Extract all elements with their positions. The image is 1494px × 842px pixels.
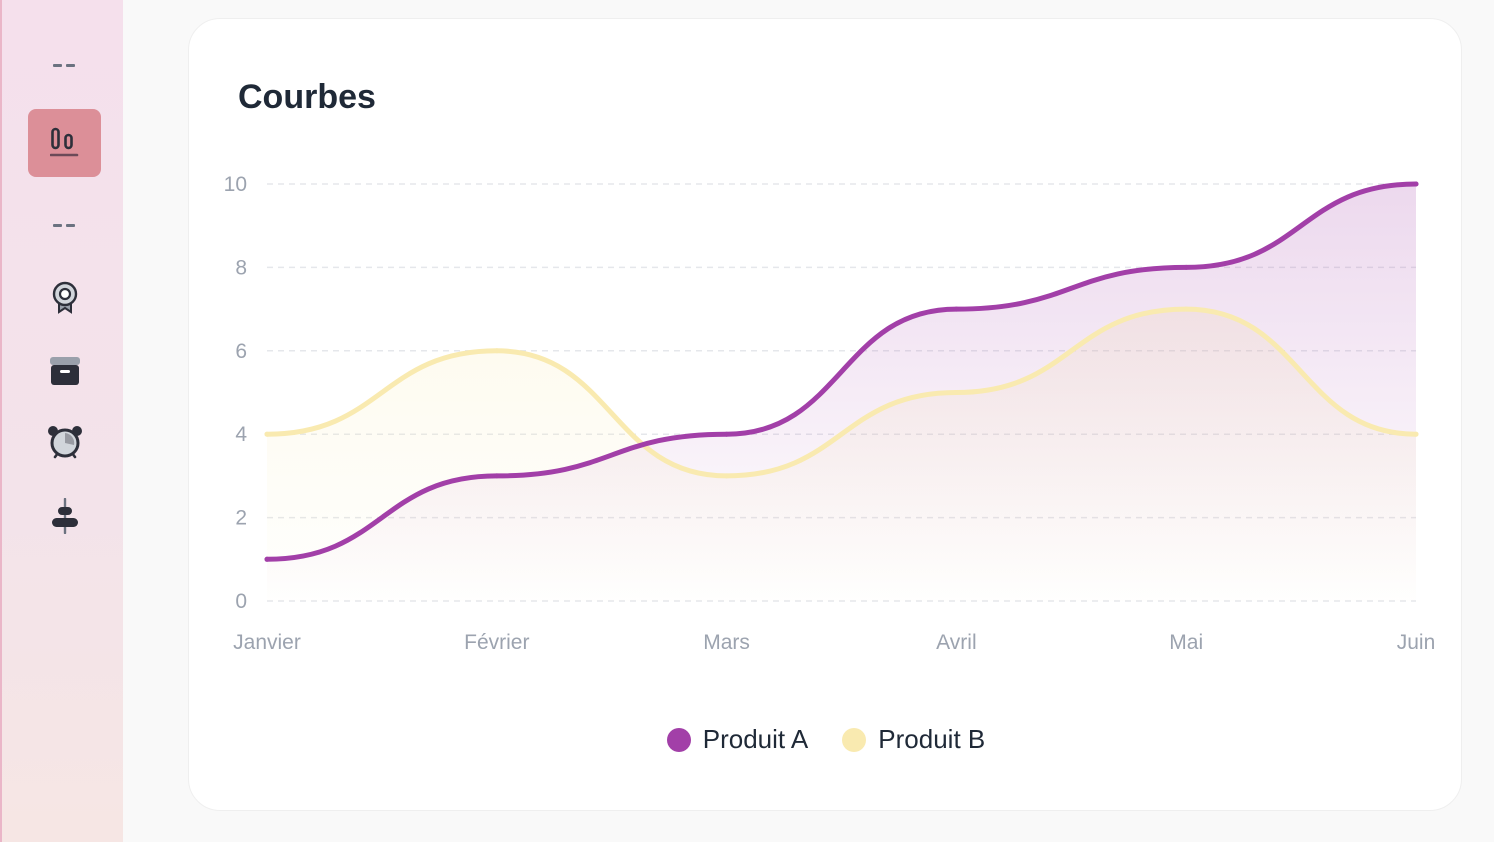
badge-icon bbox=[52, 281, 77, 314]
y-tick-label: 10 bbox=[224, 173, 247, 196]
legend-dot bbox=[666, 727, 691, 752]
y-axis: 0 2 4 6 8 10 bbox=[224, 173, 248, 613]
data-point bbox=[1413, 431, 1419, 437]
align-center-icon bbox=[51, 498, 78, 534]
chart-card: Courbes 0 2 4 6 8 10 Janvier Février Mars Avril M… bbox=[188, 18, 1462, 811]
y-tick-label: 8 bbox=[235, 256, 247, 279]
series-line-1 bbox=[264, 181, 1419, 562]
x-tick-label: Mai bbox=[1169, 631, 1203, 654]
legend-label: Produit A bbox=[702, 724, 809, 754]
y-tick-label: 6 bbox=[235, 340, 247, 363]
sidebar-item-charts[interactable] bbox=[28, 109, 101, 177]
legend: Produit A Produit B bbox=[189, 724, 1463, 755]
series-area-1 bbox=[267, 184, 1416, 601]
data-point bbox=[953, 390, 959, 395]
sidebar bbox=[0, 0, 123, 842]
alarm-clock-icon bbox=[47, 426, 82, 459]
data-point bbox=[953, 306, 959, 312]
sidebar-item-archive[interactable] bbox=[28, 337, 101, 405]
archive-icon bbox=[49, 357, 80, 385]
data-point bbox=[264, 556, 270, 562]
data-point bbox=[1413, 181, 1419, 187]
card-title: Courbes bbox=[238, 78, 376, 116]
sidebar-item-badge[interactable] bbox=[28, 264, 101, 332]
data-point bbox=[724, 431, 730, 437]
y-tick-label: 2 bbox=[235, 507, 247, 530]
x-tick-label: Avril bbox=[936, 631, 976, 654]
series-line-2 bbox=[264, 306, 1419, 479]
sidebar-separator bbox=[53, 224, 77, 228]
series-lines bbox=[264, 181, 1419, 562]
legend-item-1[interactable]: Produit A bbox=[666, 724, 809, 755]
legend-dot bbox=[842, 727, 867, 752]
data-point bbox=[724, 473, 730, 479]
x-tick-label: Mars bbox=[703, 631, 750, 654]
data-point bbox=[494, 473, 500, 479]
areas bbox=[267, 184, 1416, 601]
data-point bbox=[494, 348, 500, 354]
line-chart: 0 2 4 6 8 10 Janvier Février Mars Avril Mai Juin bbox=[224, 173, 1436, 654]
data-point bbox=[1183, 306, 1189, 312]
data-point bbox=[1183, 264, 1189, 270]
x-tick-label: Juin bbox=[1397, 631, 1436, 654]
x-axis: Janvier Février Mars Avril Mai Juin bbox=[233, 631, 1435, 654]
data-point bbox=[264, 431, 270, 437]
legend-label: Produit B bbox=[878, 724, 986, 754]
x-tick-label: Février bbox=[464, 631, 529, 654]
y-tick-label: 4 bbox=[235, 423, 247, 446]
sidebar-item-align[interactable] bbox=[28, 482, 101, 550]
sidebar-item-alarm[interactable] bbox=[28, 409, 101, 477]
x-tick-label: Janvier bbox=[233, 631, 301, 654]
bar-chart-icon bbox=[49, 127, 78, 157]
legend-item-2[interactable]: Produit B bbox=[842, 724, 985, 755]
y-tick-label: 0 bbox=[235, 590, 247, 613]
sidebar-separator bbox=[53, 64, 77, 68]
